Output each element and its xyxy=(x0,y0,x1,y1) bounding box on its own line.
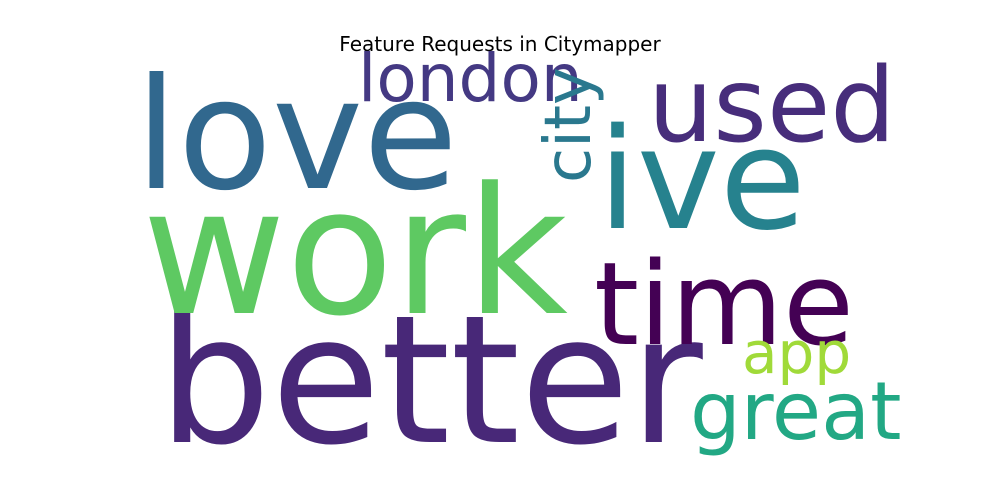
word-used: used xyxy=(648,46,896,166)
word-work: work xyxy=(142,150,568,355)
word-ive: ive xyxy=(598,99,806,262)
word-love: love xyxy=(135,46,458,225)
word-great: great xyxy=(690,365,902,458)
word-london: london xyxy=(358,40,583,117)
word-city: city xyxy=(532,67,606,183)
word-time: time xyxy=(594,238,854,372)
word-better: better xyxy=(158,277,704,484)
chart-title: Feature Requests in Citymapper xyxy=(339,32,661,56)
word-app: app xyxy=(742,319,851,387)
